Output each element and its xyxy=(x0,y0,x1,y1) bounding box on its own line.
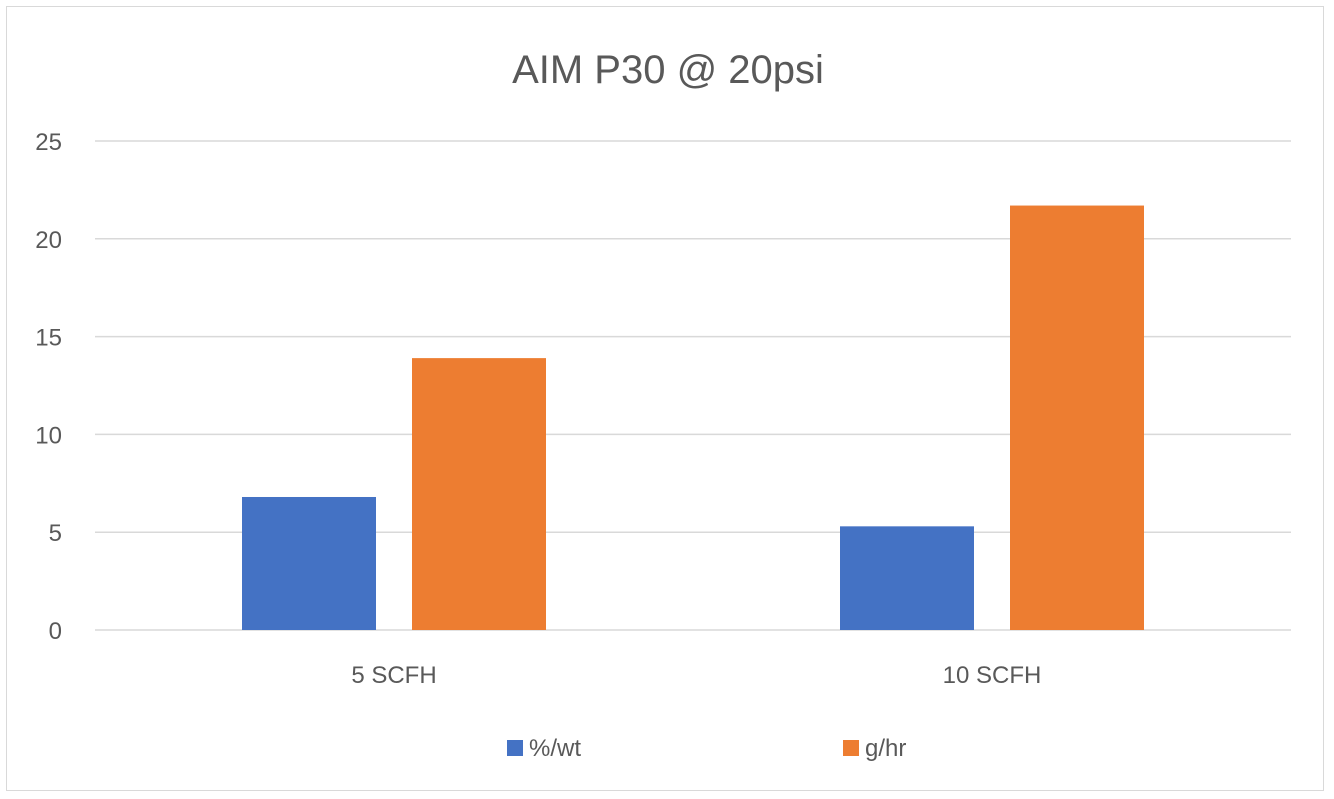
y-tick-label: 15 xyxy=(35,325,62,352)
bar-g-hr xyxy=(412,358,546,630)
x-tick-label: 5 SCFH xyxy=(351,662,436,689)
x-axis-ticks: 5 SCFH 10 SCFH xyxy=(351,662,1041,689)
x-tick-label: 10 SCFH xyxy=(943,662,1042,689)
legend-swatch xyxy=(507,740,523,756)
y-tick-label: 0 xyxy=(49,618,62,645)
y-tick-label: 10 xyxy=(35,422,62,449)
bar-pct-wt xyxy=(840,526,974,630)
y-tick-label: 5 xyxy=(49,520,62,547)
y-tick-label: 25 xyxy=(35,129,62,156)
legend-swatch xyxy=(843,740,859,756)
legend-label: g/hr xyxy=(865,735,906,762)
legend-label: %/wt xyxy=(529,735,581,762)
y-axis-ticks: 0 5 10 15 20 25 xyxy=(35,129,62,645)
bar-pct-wt xyxy=(242,496,376,630)
bar-g-hr xyxy=(1010,205,1144,630)
y-tick-label: 20 xyxy=(35,227,62,254)
legend: %/wt g/hr xyxy=(507,735,906,762)
chart-title: AIM P30 @ 20psi xyxy=(512,48,824,92)
bars xyxy=(242,205,1144,630)
